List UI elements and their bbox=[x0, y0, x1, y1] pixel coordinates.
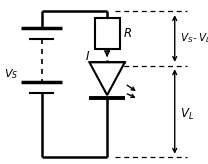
Text: $V_S$: $V_S$ bbox=[4, 67, 19, 81]
Polygon shape bbox=[89, 62, 125, 95]
Text: $V_S$- $V_L$: $V_S$- $V_L$ bbox=[180, 32, 208, 45]
Text: $I$: $I$ bbox=[85, 50, 90, 63]
Text: $V_L$: $V_L$ bbox=[180, 107, 194, 122]
Text: $R$: $R$ bbox=[123, 27, 132, 40]
Bar bbox=[95, 18, 120, 49]
